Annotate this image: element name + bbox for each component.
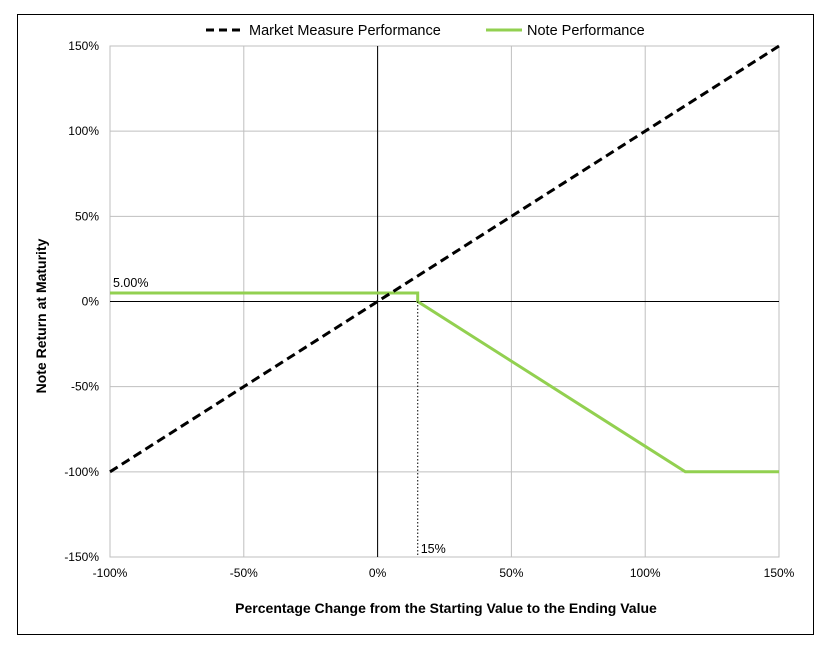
y-axis-title: Note Return at Maturity bbox=[33, 238, 49, 393]
series-layer bbox=[109, 44, 780, 474]
y-tick-label: -150% bbox=[64, 550, 99, 564]
cap-label: 5.00% bbox=[113, 276, 148, 290]
y-tick-labels: -150% -100% -50% 0% 50% 100% 150% bbox=[64, 39, 99, 564]
market-measure-line bbox=[109, 44, 780, 474]
x-tick-label: -50% bbox=[230, 566, 258, 580]
threshold-label: 15% bbox=[421, 542, 446, 556]
y-tick-label: 0% bbox=[82, 295, 100, 309]
legend-label-market: Market Measure Performance bbox=[249, 23, 441, 39]
y-tick-label: 50% bbox=[75, 209, 99, 223]
legend: Market Measure Performance Note Performa… bbox=[206, 23, 645, 39]
x-tick-label: 100% bbox=[630, 566, 661, 580]
x-tick-label: 50% bbox=[499, 566, 523, 580]
legend-label-note: Note Performance bbox=[527, 23, 645, 39]
y-tick-label: 150% bbox=[68, 39, 99, 53]
x-tick-label: 0% bbox=[369, 566, 387, 580]
annotations: 15% 5.00% bbox=[113, 276, 446, 557]
x-tick-label: 150% bbox=[764, 566, 795, 580]
x-axis-title: Percentage Change from the Starting Valu… bbox=[235, 600, 657, 616]
y-tick-label: -50% bbox=[71, 380, 99, 394]
note-performance-line bbox=[110, 291, 779, 474]
y-tick-label: -100% bbox=[64, 465, 99, 479]
chart-frame bbox=[17, 14, 814, 635]
x-tick-labels: -100% -50% 0% 50% 100% 150% bbox=[93, 566, 795, 580]
y-tick-label: 100% bbox=[68, 124, 99, 138]
zero-axes bbox=[110, 46, 779, 557]
x-tick-label: -100% bbox=[93, 566, 128, 580]
